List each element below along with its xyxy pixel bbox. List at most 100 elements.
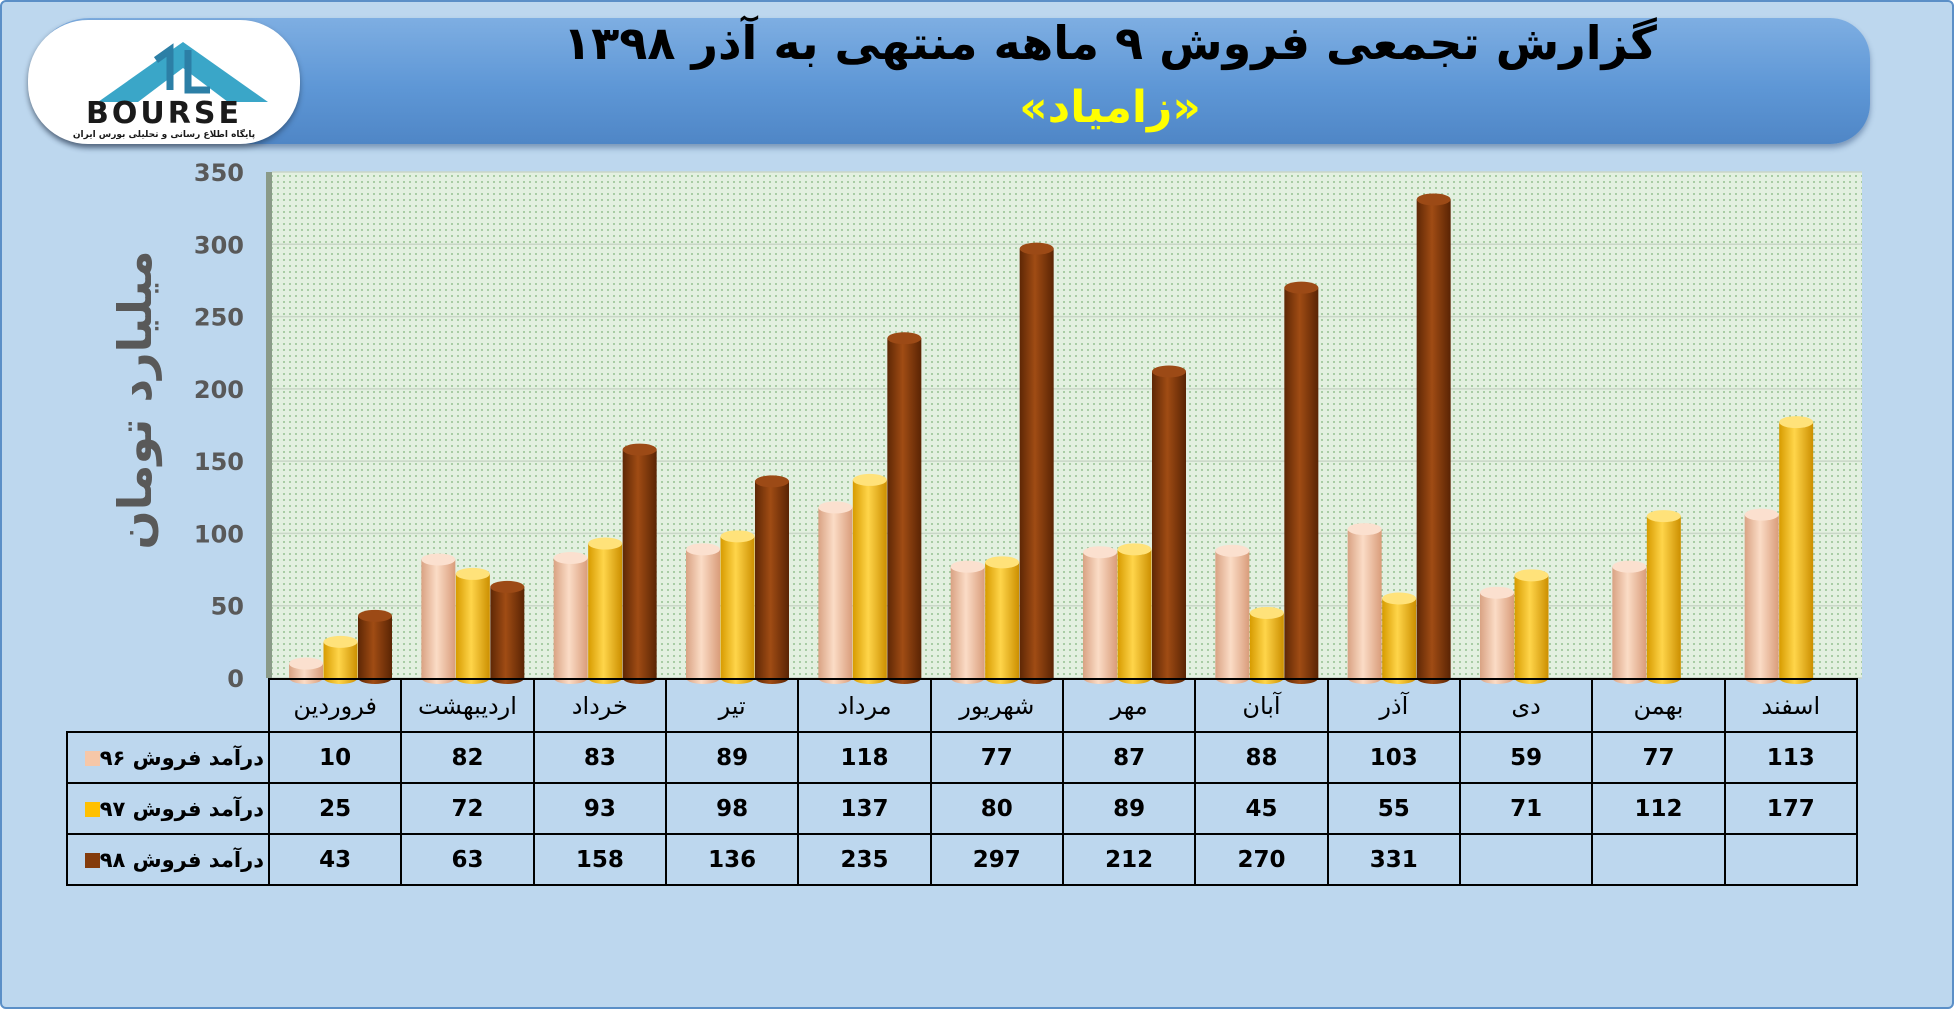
bar [323, 635, 358, 684]
data-label: 77 [929, 731, 1064, 784]
bar-body [818, 507, 853, 684]
bars [289, 193, 1814, 684]
bar-body [323, 641, 358, 684]
bar [490, 580, 525, 684]
legend-swatch [84, 802, 100, 817]
bar-body [421, 559, 456, 684]
bar-cap [755, 475, 789, 488]
table-row: درآمد فروش ۹۶ 10 82 83 89 118 77 87 88 103 59 77 113 [66, 731, 1858, 784]
y-tick-label: 350 [194, 159, 244, 187]
data-label [1458, 833, 1594, 886]
bar [887, 332, 922, 684]
bar [1249, 606, 1284, 684]
data-label: 270 [1194, 833, 1329, 886]
data-label: 112 [1591, 782, 1726, 835]
y-tick-label: 200 [194, 376, 244, 404]
data-label: 212 [1061, 833, 1197, 886]
data-label: 55 [1326, 782, 1461, 835]
bar-body [887, 338, 922, 684]
bar-body [852, 479, 887, 684]
chart-subtitle: «زامیاد» [1019, 82, 1201, 133]
x-tick-label: آذر [1326, 678, 1461, 733]
bar-cap [1416, 193, 1451, 206]
data-label: 93 [532, 782, 667, 835]
table-corner [67, 679, 269, 732]
legend-swatch [84, 751, 100, 766]
data-label: 71 [1458, 782, 1594, 835]
bar-body [455, 573, 490, 684]
bar-cap [1347, 523, 1382, 536]
bar-cap [1744, 508, 1779, 521]
bar [818, 501, 853, 684]
data-label: 235 [797, 833, 932, 886]
bar-cap [1779, 416, 1814, 429]
data-label [1723, 833, 1858, 886]
x-tick-label: آبان [1194, 678, 1329, 733]
bar [588, 537, 623, 684]
logo-mark-icon [98, 42, 268, 102]
y-tick-label: 250 [194, 304, 244, 332]
bar-body [985, 562, 1020, 684]
data-label: 82 [400, 731, 535, 784]
bar-body [1612, 566, 1647, 684]
data-label: 103 [1326, 731, 1461, 784]
data-label: 59 [1458, 731, 1594, 784]
bar-body [950, 566, 985, 684]
bar-cap [852, 473, 887, 486]
data-label: 136 [664, 833, 800, 886]
bar-body [1382, 598, 1417, 684]
logo-caption: پایگاه اطلاع رسانی و تحلیلی بورس ایران [72, 130, 256, 140]
bar-body [1215, 550, 1250, 684]
bar-body [720, 536, 755, 684]
bar-body [1744, 514, 1779, 684]
data-label: 177 [1723, 782, 1858, 835]
bar-cap [1083, 546, 1117, 559]
data-label: 43 [267, 833, 403, 886]
bar-cap [1249, 606, 1284, 619]
data-label: 137 [797, 782, 932, 835]
bar [1480, 586, 1514, 684]
bar [1152, 365, 1186, 684]
bar-cap [950, 560, 985, 573]
bar-body [1083, 552, 1117, 684]
y-tick-label: 100 [194, 520, 244, 548]
x-tick-label: بهمن [1591, 678, 1726, 733]
bar [455, 567, 490, 684]
x-tick-label: فروردین [267, 678, 403, 733]
bar-cap [1117, 543, 1152, 556]
bar-cap [686, 543, 720, 556]
bar-body [1416, 199, 1451, 684]
x-tick-label: دی [1458, 678, 1594, 733]
x-tick-label: شهریور [929, 678, 1064, 733]
y-axis-ticks: 0 50 100 150 200 250 300 350 [194, 159, 244, 693]
data-label: 89 [1061, 782, 1197, 835]
bar-cap [1215, 544, 1250, 557]
bar-cap [887, 332, 922, 345]
bar-cap [455, 567, 490, 580]
bar-cap [1480, 586, 1514, 599]
data-label: 72 [400, 782, 535, 835]
bar-cap [323, 635, 358, 648]
bar-body [588, 543, 623, 684]
data-label: 77 [1591, 731, 1726, 784]
bar-body [1347, 529, 1382, 684]
data-label: 25 [267, 782, 403, 835]
legend-label: درآمد فروش ۹۷ [99, 796, 264, 821]
bar-cap [1382, 592, 1417, 605]
bar-body [490, 586, 525, 684]
bar [985, 556, 1020, 684]
data-label: 297 [929, 833, 1064, 886]
data-label: 158 [532, 833, 667, 886]
data-label: 83 [532, 731, 667, 784]
bar-body [622, 449, 657, 684]
legend-swatch [84, 853, 100, 868]
bar-body [1249, 612, 1284, 684]
y-tick-label: 150 [194, 448, 244, 476]
bar-cap [1646, 510, 1681, 523]
x-tick-label: خرداد [532, 678, 667, 733]
bar-cap [720, 530, 755, 543]
bar-body [1019, 248, 1054, 684]
bourse-logo: BOURSE پایگاه اطلاع رسانی و تحلیلی بورس … [28, 20, 300, 144]
bar-cap [818, 501, 853, 514]
legend-entry: درآمد فروش ۹۶ [66, 731, 270, 784]
